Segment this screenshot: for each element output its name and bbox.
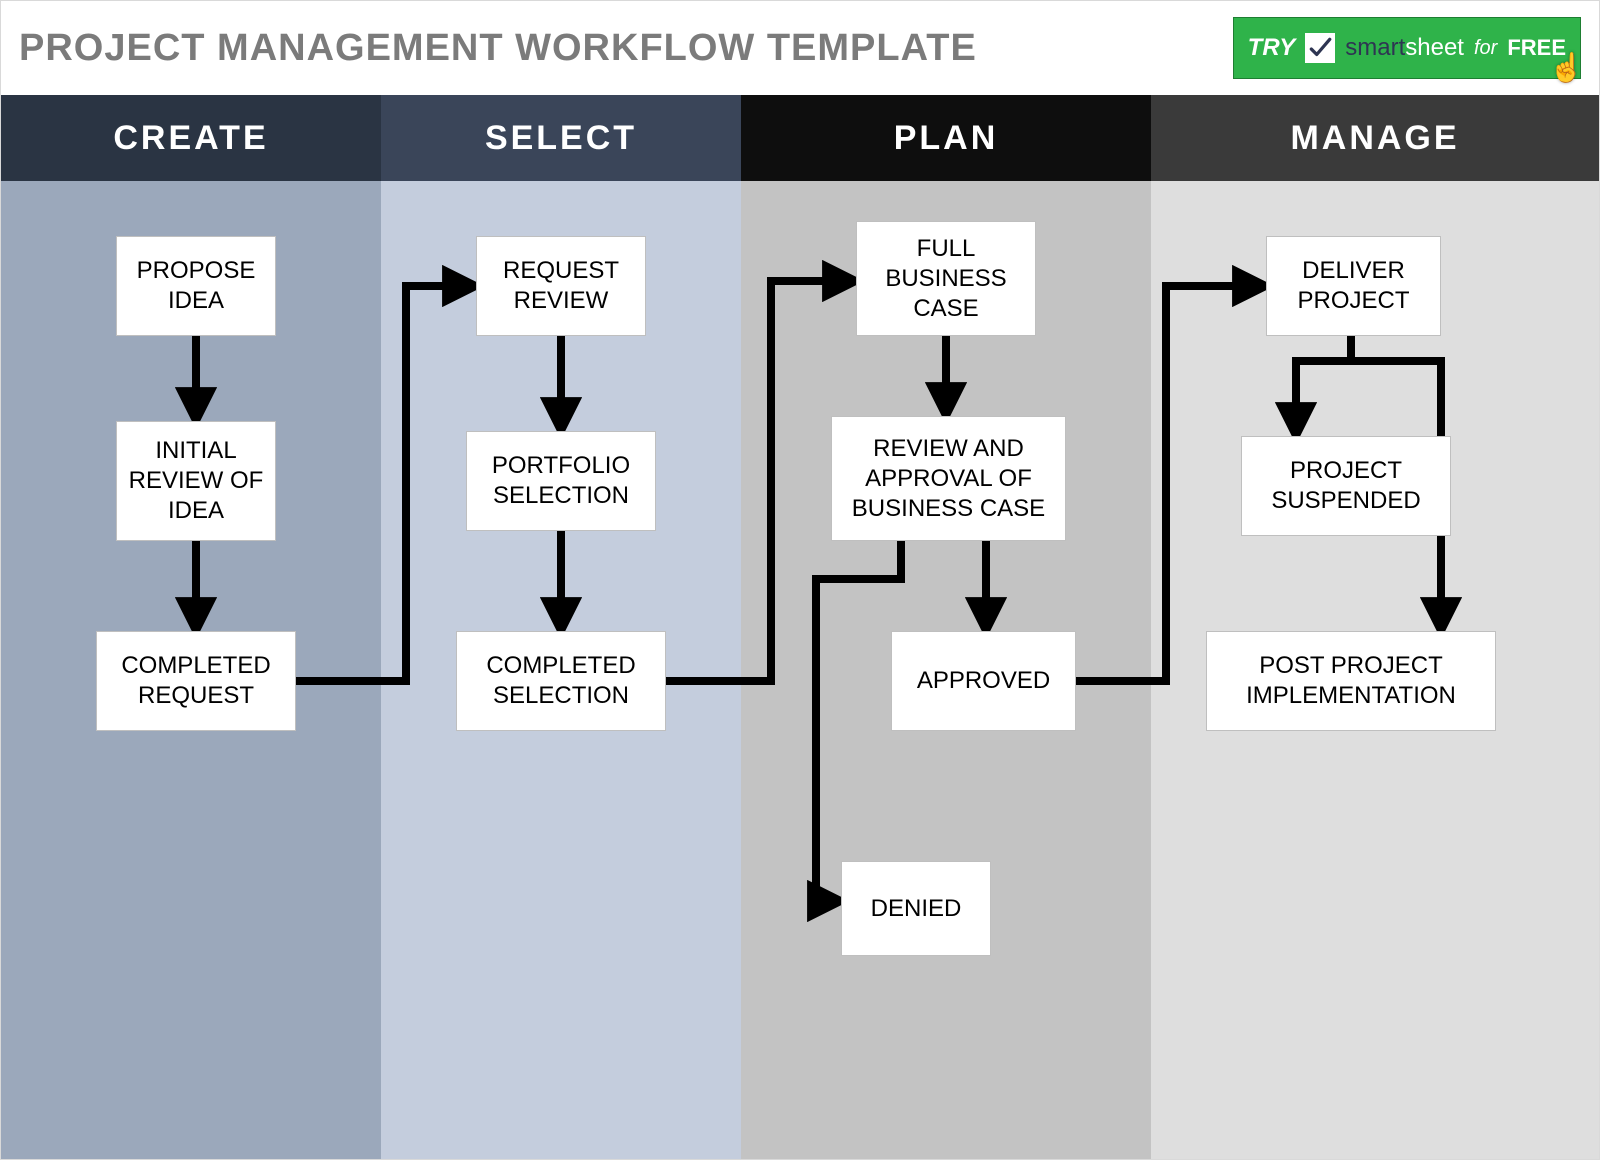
node-postimpl: POST PROJECT IMPLEMENTATION	[1206, 631, 1496, 731]
lane-header-select: SELECT	[381, 95, 741, 181]
pointer-icon: ☝	[1549, 51, 1584, 84]
lane-header-manage: MANAGE	[1151, 95, 1599, 181]
lane-header-plan: PLAN	[741, 95, 1151, 181]
node-portfolio: PORTFOLIO SELECTION	[466, 431, 656, 531]
node-approved: APPROVED	[891, 631, 1076, 731]
node-fbc: FULL BUSINESS CASE	[856, 221, 1036, 336]
check-icon	[1305, 33, 1335, 63]
node-initial: INITIAL REVIEW OF IDEA	[116, 421, 276, 541]
header: PROJECT MANAGEMENT WORKFLOW TEMPLATE TRY…	[1, 1, 1599, 96]
node-req_review: REQUEST REVIEW	[476, 236, 646, 336]
node-c_selection: COMPLETED SELECTION	[456, 631, 666, 731]
node-review_bc: REVIEW AND APPROVAL OF BUSINESS CASE	[831, 416, 1066, 541]
lane-header-create: CREATE	[1, 95, 381, 181]
cta-brand-sheet: sheet	[1405, 34, 1464, 61]
cta-button[interactable]: TRY smartsheet for FREE ☝	[1233, 17, 1581, 79]
node-denied: DENIED	[841, 861, 991, 956]
cta-try: TRY	[1248, 34, 1296, 62]
cta-for: for	[1474, 37, 1497, 60]
page-title: PROJECT MANAGEMENT WORKFLOW TEMPLATE	[19, 27, 977, 70]
page: PROJECT MANAGEMENT WORKFLOW TEMPLATE TRY…	[0, 0, 1600, 1160]
swimlanes: CREATESELECTPLANMANAGE PROPOSE IDEA INITIA…	[1, 95, 1599, 1159]
cta-brand: smartsheet	[1345, 34, 1464, 62]
node-deliver: DELIVER PROJECT	[1266, 236, 1441, 336]
cta-brand-smart: smart	[1345, 34, 1405, 61]
node-propose: PROPOSE IDEA	[116, 236, 276, 336]
node-suspended: PROJECT SUSPENDED	[1241, 436, 1451, 536]
node-c_request: COMPLETED REQUEST	[96, 631, 296, 731]
